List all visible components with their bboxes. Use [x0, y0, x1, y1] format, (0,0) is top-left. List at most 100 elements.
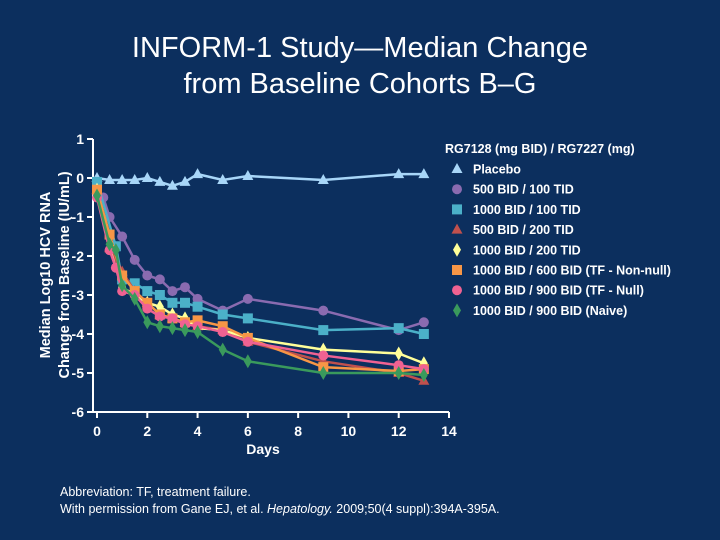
title-line-2: from Baseline Cohorts B–G	[183, 68, 537, 100]
data-point	[318, 305, 329, 316]
y-tick-label: -5	[72, 365, 85, 381]
data-point	[419, 367, 428, 382]
data-point	[111, 243, 120, 258]
x-tick-label: 10	[341, 423, 357, 439]
data-point	[217, 327, 228, 338]
citation: With permission from Gane EJ, et al. Hep…	[60, 501, 500, 518]
data-point	[168, 321, 177, 336]
data-point	[218, 342, 227, 357]
data-point	[92, 176, 102, 187]
legend-title: RG7128 (mg BID) / RG7227 (mg)	[445, 142, 635, 156]
data-point	[93, 188, 101, 203]
data-point	[192, 301, 203, 312]
citation-journal: Hepatology.	[267, 502, 333, 516]
data-point	[180, 297, 190, 308]
data-point	[167, 313, 178, 324]
slide-title: INFORM-1 Study—Median Change from Baseli…	[0, 30, 720, 102]
x-tick-label: 6	[244, 423, 252, 439]
legend-entry: Placebo	[473, 163, 521, 177]
legend-marker	[452, 204, 462, 215]
x-tick-label: 4	[194, 423, 202, 439]
data-point	[166, 179, 178, 190]
data-point	[105, 237, 114, 252]
legend-entry: 500 BID / 100 TID	[473, 183, 574, 197]
series-line	[95, 197, 425, 371]
x-tick-label: 2	[143, 423, 151, 439]
x-tick-label: 8	[294, 423, 302, 439]
data-point	[394, 366, 403, 380]
data-point	[116, 173, 128, 184]
data-point	[129, 254, 140, 265]
data-point	[242, 170, 254, 181]
data-point	[181, 323, 189, 338]
data-point	[318, 325, 329, 336]
data-point	[129, 278, 140, 289]
data-point	[193, 325, 202, 340]
y-axis-label-line-1: Median Log10 HCV RNA	[38, 191, 54, 358]
footer-notes: Abbreviation: TF, treatment failure. Wit…	[60, 484, 500, 518]
y-tick-label: -1	[72, 209, 85, 225]
citation-prefix: With permission from Gane EJ, et al.	[60, 502, 268, 516]
data-point	[243, 354, 252, 369]
legend-entry: 1000 BID / 900 BID (Naive)	[473, 304, 627, 318]
data-point	[154, 274, 165, 285]
legend-entry: 1000 BID / 100 TID	[473, 203, 581, 217]
x-tick-label: 14	[441, 423, 457, 439]
data-point	[393, 323, 404, 334]
data-point	[217, 309, 228, 320]
data-point	[242, 336, 253, 347]
legend-marker	[453, 303, 461, 318]
data-point	[242, 293, 253, 304]
title-line-1: INFORM-1 Study—Median Change	[131, 32, 589, 64]
data-point	[154, 311, 165, 322]
data-point	[104, 229, 115, 240]
legend-marker	[452, 265, 462, 275]
legend-marker	[451, 223, 463, 234]
data-point	[242, 313, 253, 324]
data-point	[418, 317, 429, 328]
legend-entry: 1000 BID / 600 BID (TF - Non-null)	[473, 264, 671, 278]
data-point	[217, 321, 228, 332]
data-point	[130, 291, 139, 306]
data-point	[217, 173, 229, 184]
data-point	[117, 270, 128, 281]
data-point	[142, 270, 153, 281]
legend-entry: 1000 BID / 900 BID (TF - Null)	[473, 284, 644, 298]
data-point	[117, 231, 128, 242]
data-point	[142, 297, 153, 308]
data-point	[104, 173, 116, 184]
y-tick-label: 0	[76, 170, 84, 186]
citation-suffix: 2009;50(4 suppl):394A-395A.	[332, 502, 500, 516]
data-point	[143, 315, 152, 330]
legend-marker	[452, 184, 462, 195]
data-point	[154, 175, 166, 186]
data-point	[180, 282, 190, 293]
y-tick-label: -6	[72, 404, 85, 420]
data-point	[118, 278, 127, 293]
data-point	[142, 303, 153, 314]
x-tick-label: 12	[391, 423, 407, 439]
y-tick-label: -2	[72, 248, 85, 264]
series-line	[95, 195, 424, 377]
data-point	[393, 360, 404, 371]
data-point	[394, 346, 403, 361]
data-point	[418, 168, 430, 179]
data-point	[141, 172, 153, 182]
data-point	[319, 366, 328, 380]
legend-marker	[453, 242, 461, 257]
x-tick-label: 0	[93, 423, 101, 439]
data-point	[129, 173, 141, 184]
legend-marker	[451, 163, 463, 173]
data-point	[192, 293, 203, 304]
y-tick-label: 1	[76, 131, 84, 147]
data-point	[317, 173, 329, 184]
data-point	[318, 350, 329, 361]
legend-marker	[452, 285, 462, 296]
data-point	[393, 168, 405, 179]
abbreviation-note: Abbreviation: TF, treatment failure.	[60, 485, 251, 499]
legend-entry: 1000 BID / 200 TID	[473, 243, 581, 257]
data-point	[167, 297, 178, 308]
data-point	[192, 168, 204, 179]
data-point	[142, 286, 153, 297]
